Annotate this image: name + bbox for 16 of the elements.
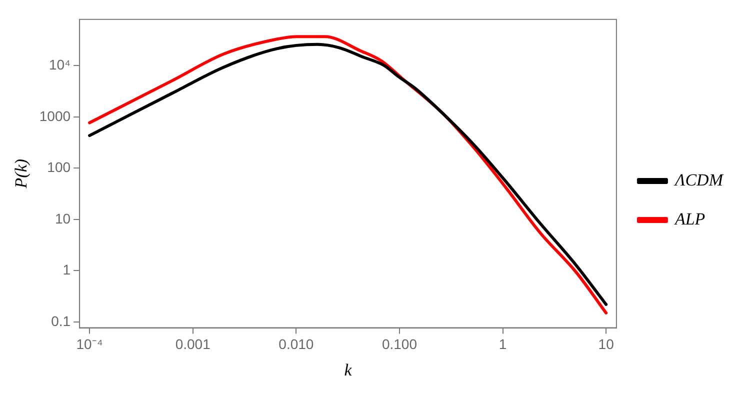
- x-tick-label: 0.001: [175, 336, 211, 352]
- y-axis-title: P(k): [12, 158, 31, 190]
- y-tick-label: 10: [54, 210, 71, 226]
- y-tick-label: 100: [47, 159, 71, 176]
- y-tick-label: 1000: [39, 108, 71, 124]
- x-tick-label: 10: [598, 336, 614, 352]
- legend-label: ΛCDM: [672, 170, 724, 190]
- x-tick-label: 10⁻⁴: [76, 336, 103, 352]
- y-tick-label: 1: [62, 262, 71, 278]
- legend-label: ALP: [674, 209, 706, 228]
- y-tick-label: 10⁴: [48, 56, 71, 73]
- x-tick-label: 0.010: [278, 336, 314, 352]
- x-tick-label: 0.100: [382, 336, 418, 352]
- y-tick-label: 0.1: [51, 312, 71, 329]
- x-tick-label: 1: [498, 336, 507, 352]
- x-axis-title: k: [344, 360, 352, 380]
